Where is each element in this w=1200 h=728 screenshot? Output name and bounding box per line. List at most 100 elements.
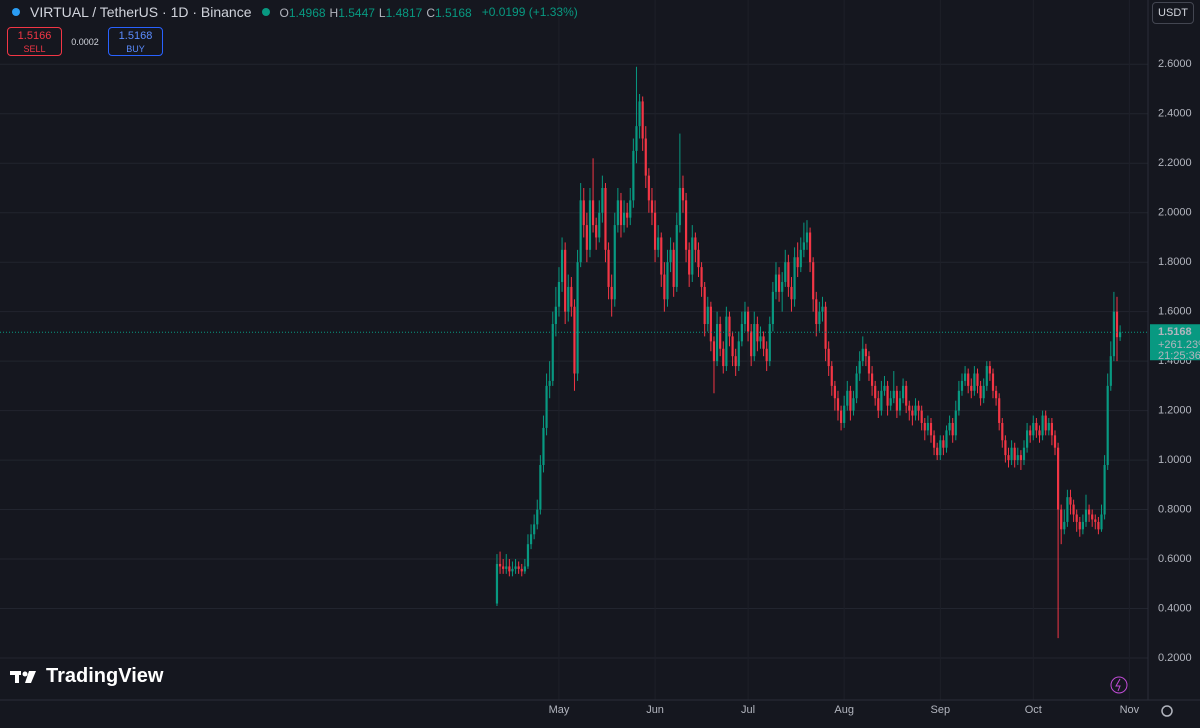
candle-body: [601, 187, 604, 213]
sell-button[interactable]: 1.5166 SELL: [7, 27, 62, 56]
candle-body: [610, 286, 613, 300]
candle-body: [622, 212, 626, 226]
candle-body: [861, 348, 864, 362]
y-tick-label: 2.0000: [1158, 207, 1192, 219]
candle-body: [1022, 447, 1026, 461]
candle-body: [1029, 430, 1032, 436]
bar-countdown: 21:25:36: [1158, 350, 1200, 362]
candle-body: [1087, 509, 1091, 515]
ohlc-key: C: [426, 6, 435, 20]
candle-body: [920, 410, 923, 423]
candle-body: [982, 385, 985, 399]
candle-body: [979, 385, 982, 399]
candle-body: [967, 373, 970, 386]
candle-body: [539, 465, 542, 510]
ohlc-value: 1.4968: [288, 6, 326, 20]
candle-body: [839, 410, 843, 423]
candle-body: [582, 200, 585, 226]
candle-body: [719, 324, 722, 349]
logo: TradingView: [10, 665, 163, 688]
last-price-label: 1.5168: [1158, 326, 1192, 338]
candle-body: [843, 405, 846, 423]
candle-body: [774, 274, 778, 292]
candle-body: [942, 440, 945, 448]
candle-body: [883, 385, 886, 391]
candle-body: [812, 262, 815, 300]
candle-body: [759, 336, 762, 342]
candle-body: [945, 430, 948, 448]
candle-body: [595, 225, 598, 238]
x-tick-label: Sep: [930, 704, 950, 716]
candle-body: [520, 568, 523, 572]
settings-icon[interactable]: [1161, 705, 1173, 717]
candle-body: [750, 331, 753, 357]
x-tick-label: Aug: [834, 704, 854, 716]
candle-body: [858, 361, 861, 374]
candle-body: [688, 249, 691, 275]
candle-body: [545, 385, 548, 428]
candle-body: [874, 385, 877, 399]
candle-body: [728, 316, 731, 337]
candle-body: [746, 311, 750, 332]
candle-body: [824, 306, 827, 349]
candle-body: [991, 373, 995, 391]
candle-body: [629, 200, 632, 218]
candle-body: [799, 249, 802, 268]
symbol-icon: [12, 8, 20, 16]
candle-body: [960, 380, 964, 391]
candle-body: [505, 566, 508, 569]
candle-body: [908, 405, 911, 411]
candle-body: [548, 380, 551, 386]
buy-label: BUY: [126, 44, 145, 54]
candle-body: [948, 422, 951, 431]
candle-body: [737, 341, 740, 367]
candle-body: [694, 237, 697, 250]
candle-body: [849, 390, 852, 411]
candle-body: [954, 410, 957, 436]
candle-body: [706, 306, 709, 325]
candle-body: [994, 390, 998, 399]
currency-button[interactable]: USDT: [1152, 2, 1194, 24]
candle-body: [892, 390, 895, 399]
candle-body: [768, 324, 771, 362]
candle-body: [638, 101, 641, 127]
candle-body: [619, 200, 623, 226]
candle-body: [784, 262, 787, 282]
candle-body: [753, 324, 756, 357]
candle-body: [1038, 430, 1041, 436]
candle-body: [635, 126, 638, 151]
candle-body: [691, 237, 694, 275]
candle-body: [808, 232, 812, 263]
x-tick-label: Nov: [1120, 704, 1140, 716]
candle-body: [833, 385, 836, 399]
candle-body: [790, 286, 793, 300]
candle-body: [1106, 385, 1109, 466]
candle-body: [886, 385, 889, 406]
candle-body: [598, 212, 601, 238]
candle-body: [827, 348, 830, 367]
candle-body: [1016, 455, 1019, 461]
y-tick-label: 1.6000: [1158, 306, 1192, 318]
candle-body: [1053, 435, 1057, 448]
candle-body: [818, 311, 821, 325]
candle-body: [725, 316, 728, 367]
candle-body: [1072, 504, 1075, 515]
candle-body: [870, 373, 874, 386]
candle-body: [796, 257, 799, 268]
candle-body: [855, 373, 858, 399]
candle-body: [576, 262, 579, 374]
candle-body: [604, 187, 607, 250]
x-tick-label: May: [549, 704, 570, 716]
ohlc-key: H: [329, 6, 339, 20]
y-tick-label: 0.4000: [1158, 602, 1192, 614]
candle-body: [1103, 465, 1106, 515]
buy-button[interactable]: 1.5168 BUY: [108, 27, 163, 56]
candle-body: [678, 187, 681, 226]
candle-body: [514, 566, 517, 569]
ohlc-value: 1.5168: [434, 6, 472, 20]
logo-mark: [10, 670, 36, 683]
lightning-icon[interactable]: [1110, 676, 1128, 694]
candle-body: [700, 267, 703, 287]
candle-body: [777, 274, 781, 292]
